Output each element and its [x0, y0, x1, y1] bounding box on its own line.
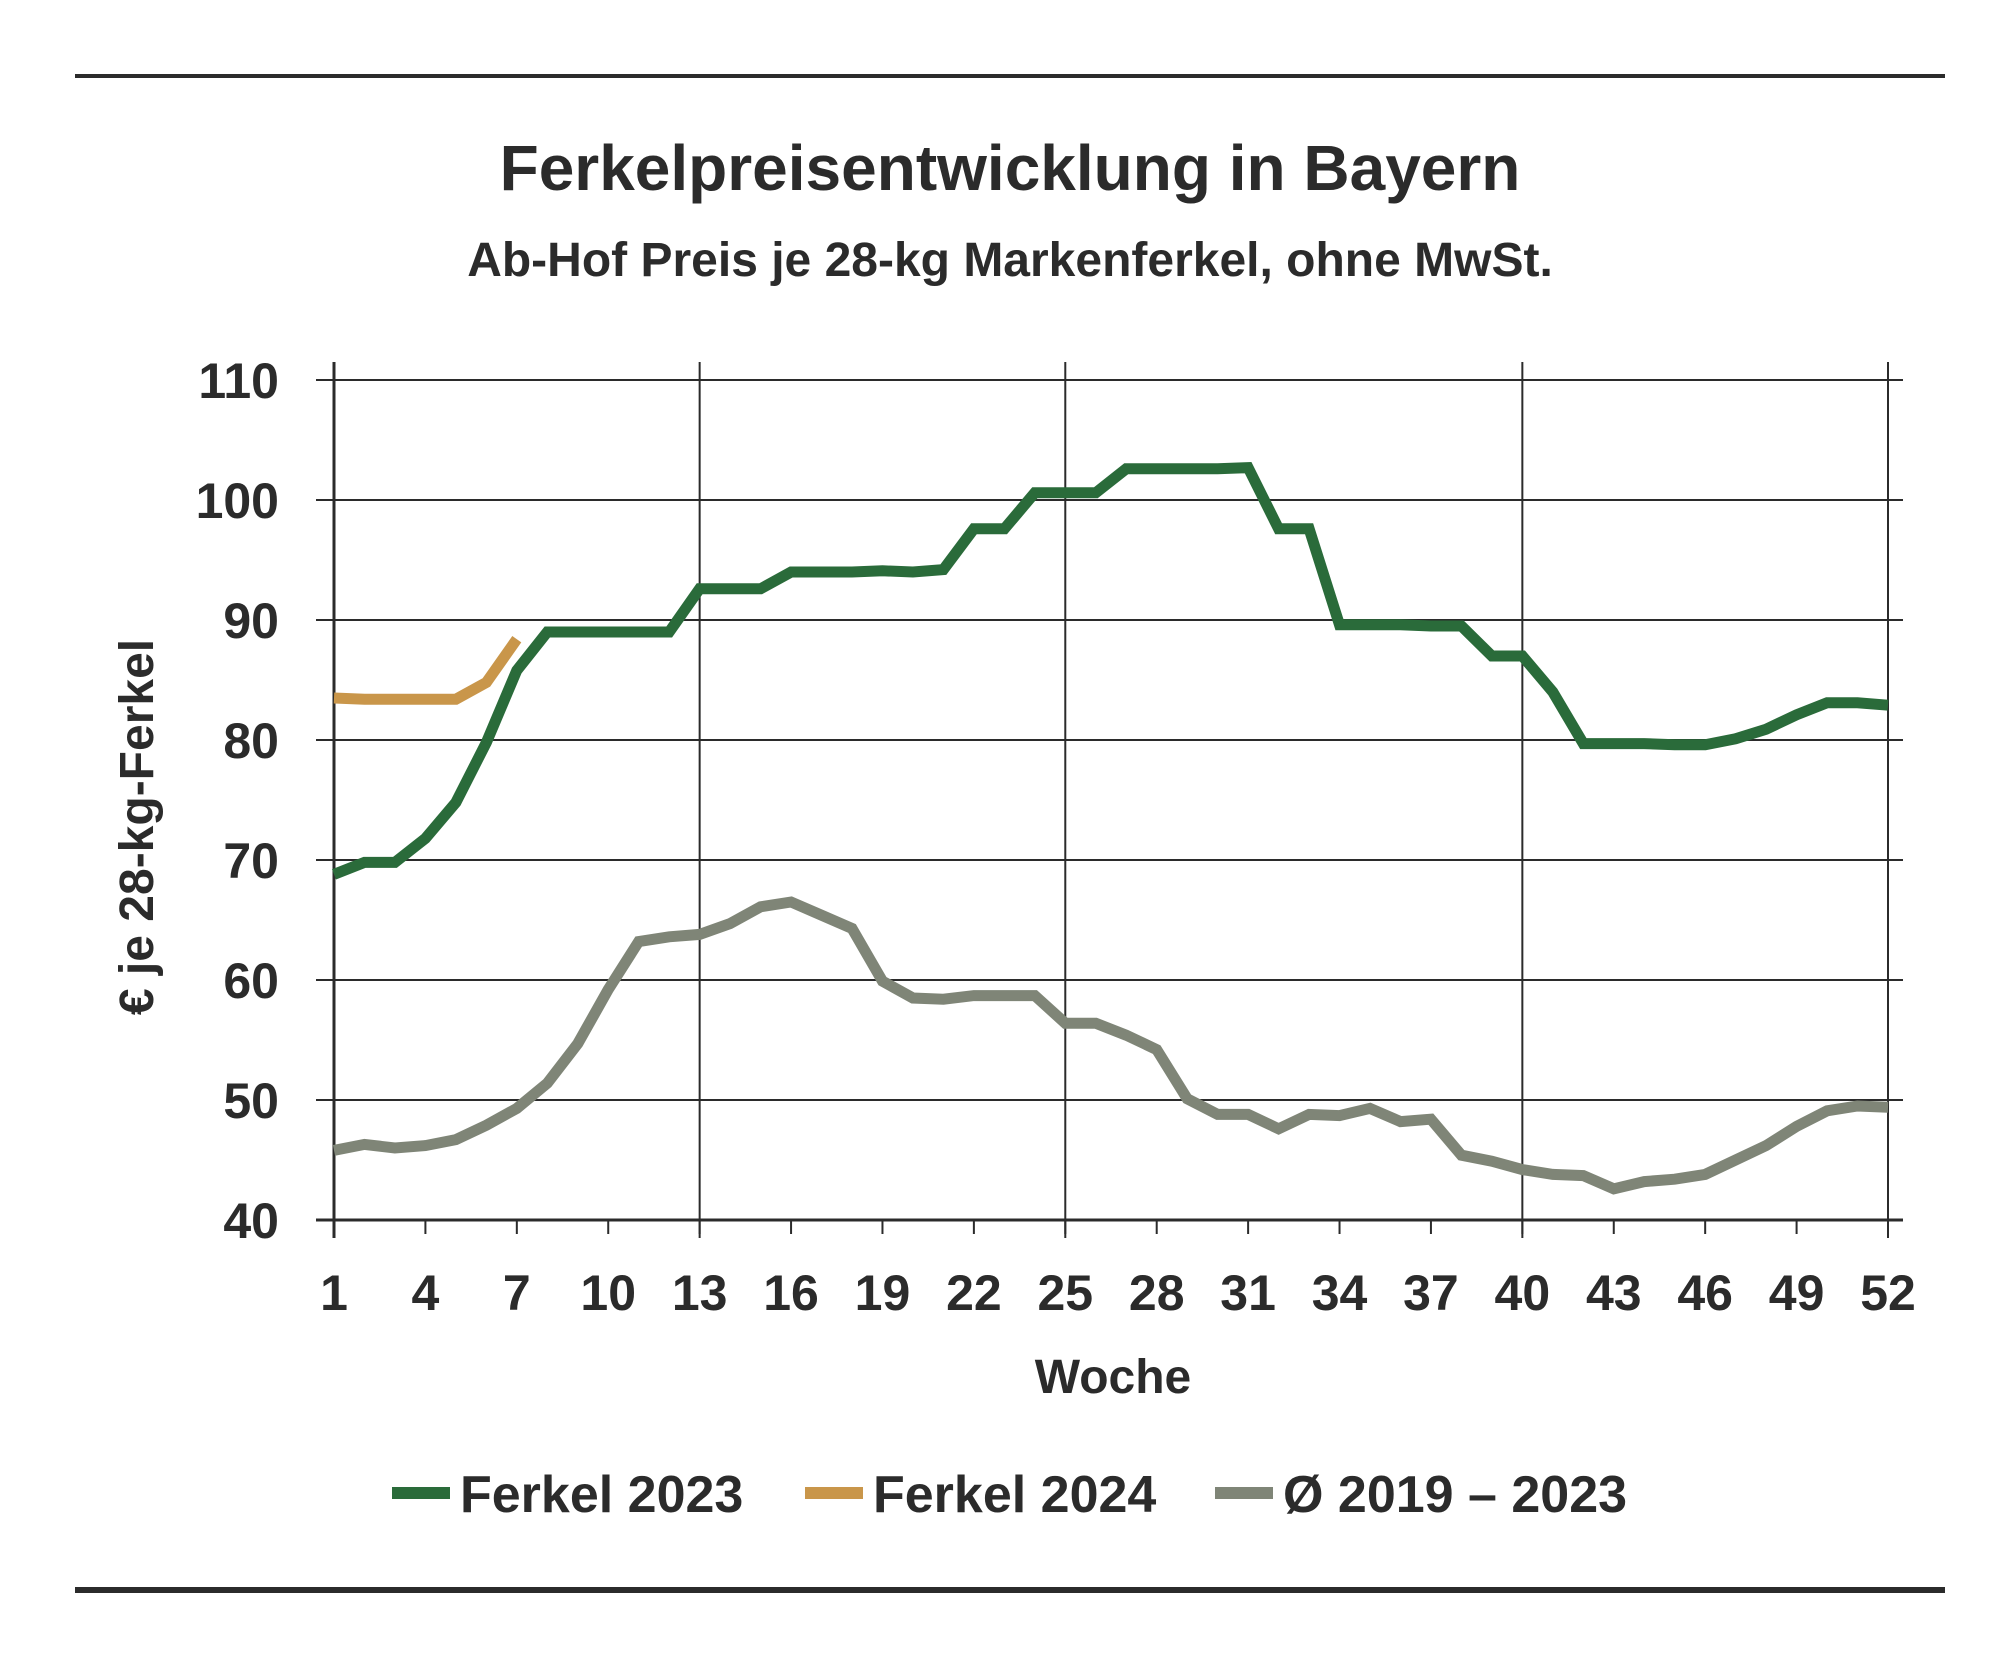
x-tick-label: 4: [412, 1265, 440, 1321]
y-tick-label: 80: [223, 713, 279, 769]
y-tick-label: 70: [223, 833, 279, 889]
y-tick-label: 110: [198, 353, 279, 409]
x-tick-label: 16: [763, 1265, 819, 1321]
y-tick-label: 50: [223, 1073, 279, 1129]
legend-label: Ferkel 2024: [873, 1466, 1156, 1524]
x-tick-label: 10: [580, 1265, 636, 1321]
x-tick-label: 40: [1495, 1265, 1551, 1321]
series-line-0: [331, 461, 1889, 880]
chart-title: Ferkelpreisentwicklung in Bayern: [500, 132, 1521, 204]
x-tick-label: 37: [1403, 1265, 1459, 1321]
x-tick-label: 22: [946, 1265, 1002, 1321]
legend: Ferkel 2023 Ferkel 2024 Ø 2019 – 2023: [392, 1466, 1627, 1524]
series-line-1: [333, 636, 522, 705]
y-tick-label: 40: [223, 1193, 279, 1249]
x-tick-label: 52: [1860, 1265, 1916, 1321]
x-tick-label: 13: [672, 1265, 728, 1321]
legend-label: Ferkel 2023: [460, 1466, 743, 1524]
x-tick-labels: 1 4 7 10 13 16 19 22 25 28 31 34 37 40 43 46 49 52: [320, 1265, 1916, 1321]
x-tick-label: 19: [855, 1265, 911, 1321]
x-tick-label: 43: [1586, 1265, 1642, 1321]
legend-label: Ø 2019 – 2023: [1283, 1466, 1627, 1524]
series-line-2: [332, 896, 1889, 1195]
y-tick-labels: 40 50 60 70 80 90 100 110: [196, 353, 279, 1249]
x-tick-label: 1: [320, 1265, 348, 1321]
x-tick-label: 34: [1312, 1265, 1368, 1321]
x-axis-label: Woche: [1035, 1351, 1191, 1404]
y-tick-label: 90: [223, 593, 279, 649]
x-tick-label: 31: [1220, 1265, 1276, 1321]
axes: [316, 362, 1903, 1238]
x-tick-label: 7: [503, 1265, 531, 1321]
x-tick-label: 46: [1677, 1265, 1733, 1321]
chart-subtitle: Ab-Hof Preis je 28-kg Markenferkel, ohne…: [467, 234, 1553, 287]
x-tick-label: 28: [1129, 1265, 1185, 1321]
series-lines: [331, 461, 1889, 1195]
y-tick-label: 60: [223, 953, 279, 1009]
x-tick-label: 25: [1037, 1265, 1093, 1321]
gridlines: [316, 362, 1903, 1238]
y-tick-label: 100: [196, 473, 279, 529]
y-axis-label: € je 28-kg-Ferkel: [111, 639, 164, 1015]
x-tick-label: 49: [1769, 1265, 1825, 1321]
